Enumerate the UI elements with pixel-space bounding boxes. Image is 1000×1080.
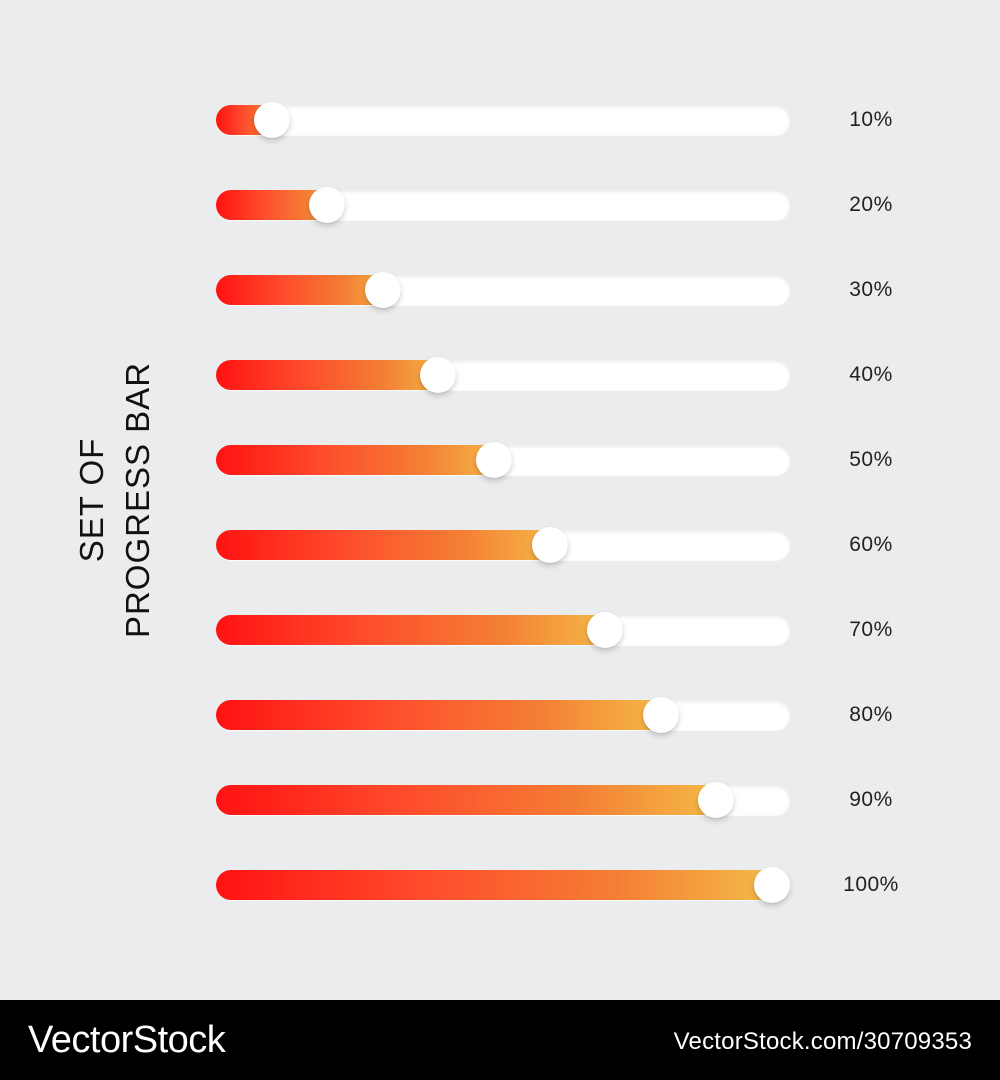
progress-fill [216,615,624,645]
progress-bar-row: 20% [216,185,936,225]
progress-track [216,187,790,223]
progress-track [216,102,790,138]
progress-knob[interactable] [698,782,735,818]
progress-track [216,272,790,308]
vectorstock-logo: VectorStock [28,1019,226,1061]
progress-bar-row: 60% [216,525,936,565]
progress-fill [216,445,512,475]
title-line-2: PROGRESS BAR [119,361,156,639]
progress-bar-row: 30% [216,270,936,310]
progress-knob[interactable] [642,697,679,733]
progress-track [216,527,790,563]
progress-bar-row: 70% [216,610,936,650]
image-id: VectorStock.com/30709353 [673,1028,972,1055]
progress-percent-label: 50% [849,448,893,471]
progress-percent-label: 40% [849,363,893,386]
progress-knob[interactable] [420,357,457,393]
progress-bar-row: 90% [216,780,936,820]
progress-percent-label: 10% [849,108,893,131]
progress-bar-canvas: SET OF PROGRESS BAR 10% 20% 30% 40% 50% 60% 70… [69,100,936,903]
progress-bar-row: 50% [216,440,936,480]
progress-knob[interactable] [476,442,512,478]
progress-percent-label: 90% [849,788,893,811]
progress-fill [216,870,790,900]
progress-knob[interactable] [754,867,790,903]
progress-knob[interactable] [531,527,568,563]
progress-track [216,357,790,393]
progress-track [216,697,790,733]
progress-bar-row: 40% [216,355,936,395]
progress-fill [216,700,679,730]
progress-bar-list: 10% 20% 30% 40% 50% 60% 70% 80% 90% 100% [216,100,936,903]
progress-fill [216,360,457,390]
title-line-1: SET OF [73,437,110,563]
progress-fill [216,530,568,560]
progress-track [216,612,790,648]
progress-bar-row: 80% [216,695,936,735]
page-title: SET OF PROGRESS BAR [69,362,161,638]
progress-knob[interactable] [309,187,346,223]
progress-percent-label: 80% [849,703,893,726]
progress-percent-label: 30% [849,278,893,301]
progress-knob[interactable] [253,102,290,138]
progress-bar-row: 10% [216,100,936,140]
progress-track [216,782,790,818]
progress-track [216,442,790,478]
vectorstock-footer: VectorStock VectorStock.com/30709353 [0,1000,1000,1080]
progress-knob[interactable] [364,272,401,308]
progress-percent-label: 20% [849,193,893,216]
progress-track [216,867,790,903]
progress-percent-label: 60% [849,533,893,556]
progress-bar-row: 100% [216,865,936,905]
progress-knob[interactable] [587,612,624,648]
progress-percent-label: 100% [843,873,899,896]
progress-percent-label: 70% [849,618,893,641]
progress-fill [216,785,735,815]
